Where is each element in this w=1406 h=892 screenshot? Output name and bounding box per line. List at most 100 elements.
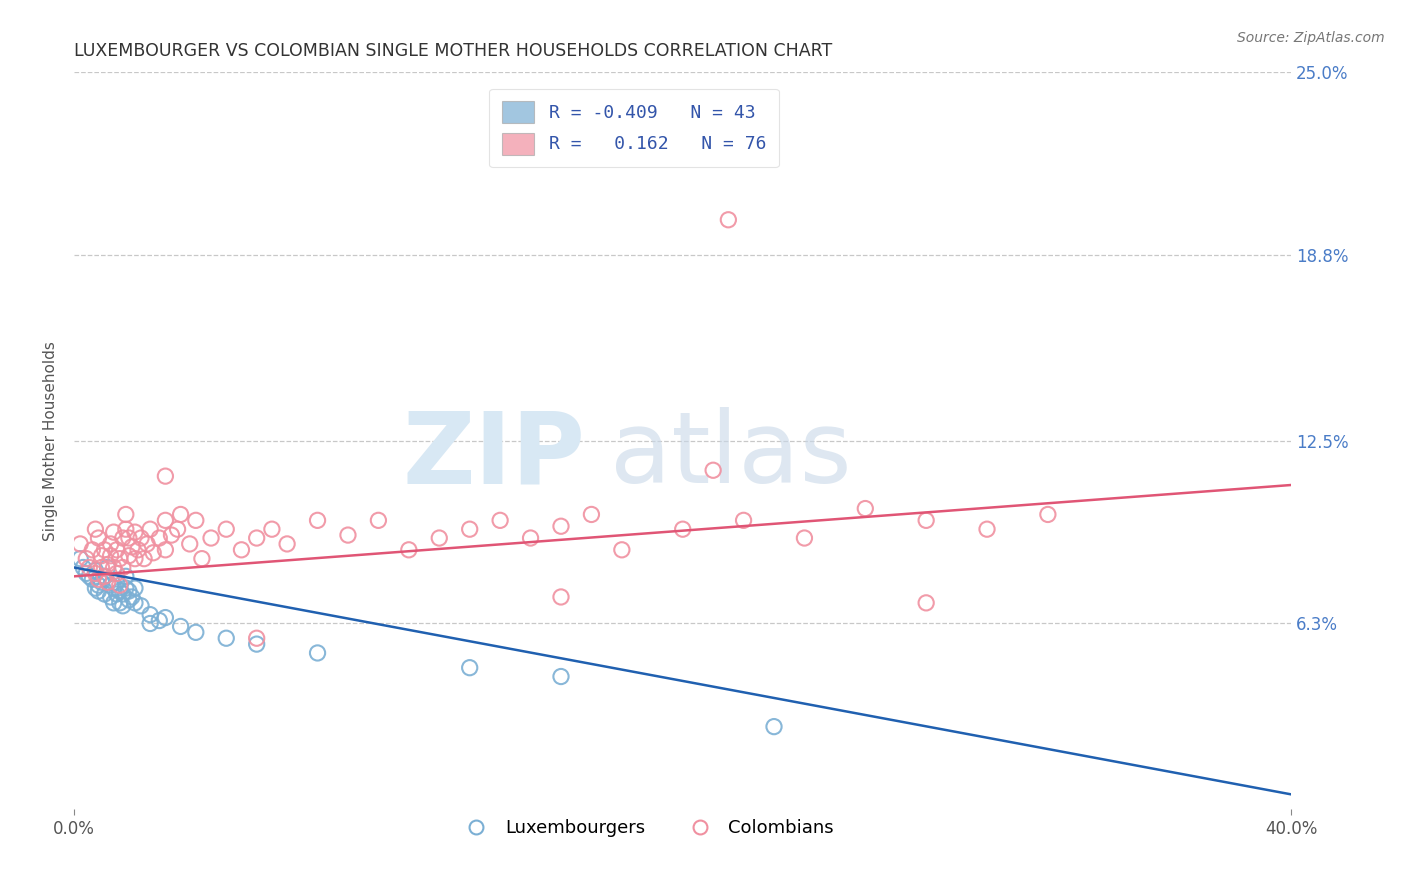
Point bbox=[93, 542, 115, 557]
Point bbox=[105, 566, 128, 581]
Point bbox=[246, 631, 269, 645]
Point bbox=[93, 569, 115, 583]
Point bbox=[90, 549, 112, 563]
Point bbox=[87, 572, 110, 586]
Point bbox=[124, 581, 146, 595]
Point bbox=[111, 587, 134, 601]
Point bbox=[367, 513, 389, 527]
Point bbox=[155, 513, 177, 527]
Point bbox=[105, 575, 128, 590]
Point bbox=[103, 581, 125, 595]
Point bbox=[90, 575, 112, 590]
Point bbox=[75, 551, 97, 566]
Point bbox=[72, 560, 94, 574]
Point bbox=[108, 578, 131, 592]
Point bbox=[763, 720, 786, 734]
Point bbox=[915, 513, 938, 527]
Point bbox=[853, 501, 876, 516]
Point bbox=[79, 569, 101, 583]
Point bbox=[276, 537, 298, 551]
Point bbox=[179, 537, 201, 551]
Point bbox=[114, 581, 136, 595]
Point bbox=[93, 587, 115, 601]
Point bbox=[519, 531, 541, 545]
Point bbox=[87, 578, 110, 592]
Point bbox=[702, 463, 724, 477]
Point bbox=[118, 593, 141, 607]
Point bbox=[124, 551, 146, 566]
Point bbox=[118, 584, 141, 599]
Point bbox=[124, 525, 146, 540]
Point bbox=[87, 531, 110, 545]
Point bbox=[100, 578, 122, 592]
Point bbox=[169, 508, 191, 522]
Point bbox=[79, 560, 101, 574]
Point bbox=[69, 551, 91, 566]
Point bbox=[169, 619, 191, 633]
Point bbox=[84, 564, 107, 578]
Point bbox=[108, 584, 131, 599]
Point bbox=[307, 646, 329, 660]
Point bbox=[84, 566, 107, 581]
Point bbox=[200, 531, 222, 545]
Point bbox=[191, 551, 214, 566]
Point bbox=[84, 522, 107, 536]
Point bbox=[139, 616, 162, 631]
Point bbox=[103, 596, 125, 610]
Point bbox=[90, 560, 112, 574]
Point bbox=[114, 522, 136, 536]
Point bbox=[93, 569, 115, 583]
Point bbox=[114, 508, 136, 522]
Point bbox=[148, 614, 170, 628]
Point bbox=[550, 669, 572, 683]
Point bbox=[733, 513, 755, 527]
Point bbox=[121, 590, 143, 604]
Point bbox=[118, 531, 141, 545]
Point bbox=[672, 522, 695, 536]
Point bbox=[129, 599, 152, 613]
Point bbox=[550, 519, 572, 533]
Point bbox=[160, 528, 183, 542]
Text: LUXEMBOURGER VS COLOMBIAN SINGLE MOTHER HOUSEHOLDS CORRELATION CHART: LUXEMBOURGER VS COLOMBIAN SINGLE MOTHER … bbox=[75, 42, 832, 60]
Point bbox=[69, 537, 91, 551]
Point bbox=[458, 522, 481, 536]
Point bbox=[142, 546, 165, 560]
Point bbox=[118, 549, 141, 563]
Point bbox=[307, 513, 329, 527]
Point bbox=[976, 522, 998, 536]
Point bbox=[246, 637, 269, 651]
Point bbox=[84, 581, 107, 595]
Point bbox=[105, 542, 128, 557]
Text: Source: ZipAtlas.com: Source: ZipAtlas.com bbox=[1237, 31, 1385, 45]
Point bbox=[215, 522, 238, 536]
Point bbox=[260, 522, 283, 536]
Point bbox=[132, 551, 155, 566]
Point bbox=[103, 560, 125, 574]
Point bbox=[121, 540, 143, 554]
Point bbox=[215, 631, 238, 645]
Point bbox=[114, 569, 136, 583]
Point bbox=[148, 531, 170, 545]
Point bbox=[127, 542, 149, 557]
Point bbox=[108, 596, 131, 610]
Point bbox=[139, 522, 162, 536]
Point bbox=[610, 542, 633, 557]
Point bbox=[184, 625, 207, 640]
Point bbox=[100, 549, 122, 563]
Point bbox=[793, 531, 815, 545]
Point bbox=[458, 661, 481, 675]
Point bbox=[246, 531, 269, 545]
Point bbox=[231, 542, 253, 557]
Point bbox=[108, 551, 131, 566]
Point bbox=[427, 531, 450, 545]
Point bbox=[111, 560, 134, 574]
Point bbox=[136, 537, 159, 551]
Text: atlas: atlas bbox=[610, 407, 851, 504]
Point bbox=[82, 542, 104, 557]
Point bbox=[398, 542, 420, 557]
Point bbox=[111, 599, 134, 613]
Point bbox=[581, 508, 603, 522]
Point bbox=[100, 590, 122, 604]
Point bbox=[129, 531, 152, 545]
Point bbox=[105, 587, 128, 601]
